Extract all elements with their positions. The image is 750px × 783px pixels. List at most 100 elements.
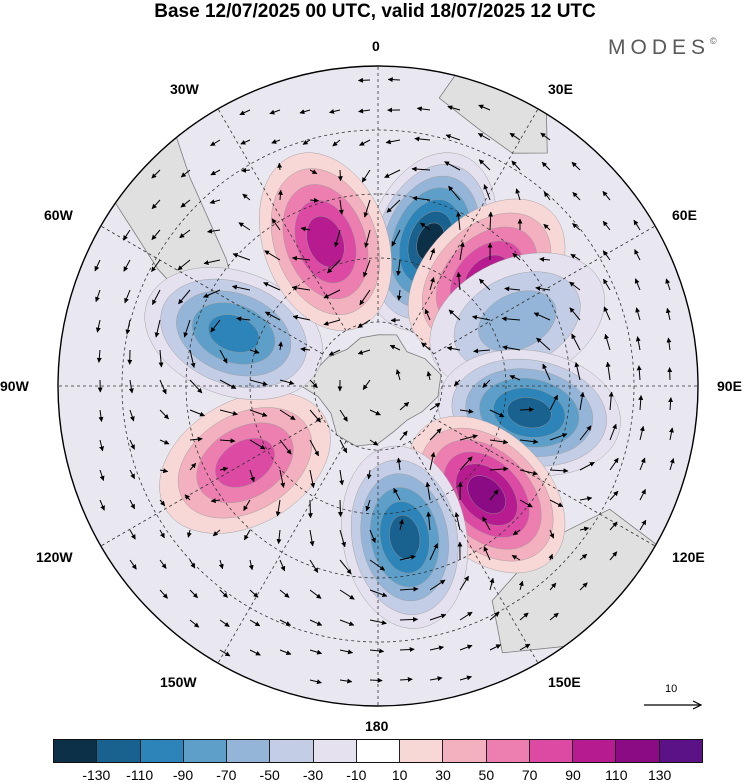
wind-arrow bbox=[203, 289, 221, 298]
wind-arrow bbox=[384, 169, 401, 178]
wind-arrow bbox=[459, 456, 473, 471]
wind-arrow bbox=[456, 271, 462, 291]
colorbar bbox=[53, 739, 703, 763]
wind-arrow bbox=[210, 169, 221, 176]
wind-arrow bbox=[151, 169, 161, 179]
wind-arrow bbox=[511, 554, 521, 561]
wind-arrow bbox=[473, 348, 491, 354]
wind-arrow bbox=[279, 619, 292, 626]
colorbar-swatch bbox=[529, 740, 574, 762]
wind-vectors bbox=[94, 77, 675, 685]
wind-arrow bbox=[240, 139, 251, 145]
wind-arrow bbox=[332, 139, 341, 147]
wind-arrow bbox=[357, 319, 371, 328]
wind-arrow bbox=[154, 319, 161, 338]
wind-arrow bbox=[323, 289, 341, 299]
wind-arrow bbox=[541, 161, 551, 171]
wind-arrow bbox=[159, 468, 169, 474]
wind-arrow bbox=[271, 139, 281, 144]
wind-arrow bbox=[309, 469, 316, 489]
colorbar-swatch bbox=[227, 740, 271, 762]
wind-arrow bbox=[540, 132, 551, 141]
wind-arrow bbox=[369, 589, 388, 598]
wind-arrow bbox=[549, 394, 558, 411]
anomaly-contour bbox=[467, 475, 506, 514]
wind-arrow bbox=[366, 469, 372, 480]
wind-arrow bbox=[396, 259, 402, 277]
wind-arrow bbox=[574, 361, 581, 381]
colorbar-tick-label: -30 bbox=[302, 767, 324, 783]
lon-label-90w: 90W bbox=[0, 378, 29, 394]
wind-arrow bbox=[570, 253, 581, 261]
wind-arrow bbox=[399, 518, 404, 531]
wind-arrow bbox=[429, 676, 443, 682]
wind-arrow bbox=[608, 391, 614, 411]
wind-arrow bbox=[429, 579, 446, 591]
wind-arrow bbox=[633, 219, 641, 231]
map-border bbox=[57, 65, 699, 707]
wind-arrow bbox=[307, 499, 313, 519]
anomaly-field bbox=[144, 152, 621, 629]
wind-arrow bbox=[519, 407, 535, 413]
wind-arrow bbox=[186, 529, 192, 538]
wind-arrow bbox=[639, 457, 646, 471]
wind-arrow bbox=[509, 132, 521, 141]
wind-arrow bbox=[124, 289, 131, 304]
wind-arrow bbox=[459, 408, 474, 414]
colorbar-swatch bbox=[54, 740, 98, 762]
wind-arrow bbox=[364, 229, 371, 248]
wind-arrow bbox=[549, 529, 555, 539]
wind-arrow bbox=[309, 529, 315, 547]
wind-arrow bbox=[219, 379, 237, 389]
wind-arrow bbox=[579, 582, 588, 591]
wind-arrow bbox=[159, 379, 167, 395]
wind-arrow bbox=[414, 136, 431, 142]
wind-arrow bbox=[482, 379, 491, 388]
meridian-line bbox=[433, 225, 656, 355]
colorbar-tick-label: -10 bbox=[346, 767, 367, 783]
wind-arrow bbox=[429, 613, 447, 621]
wind-arrow bbox=[334, 229, 341, 248]
wind-arrow bbox=[387, 77, 401, 83]
wind-arrow bbox=[219, 619, 230, 627]
wind-arrow bbox=[549, 612, 559, 621]
wind-arrow bbox=[299, 109, 311, 115]
colorbar-swatch bbox=[400, 740, 444, 762]
wind-arrow bbox=[602, 250, 611, 261]
wind-arrow bbox=[242, 193, 251, 201]
wind-arrow bbox=[603, 278, 611, 291]
wind-arrow bbox=[489, 644, 502, 651]
wind-arrow bbox=[129, 559, 137, 570]
wind-arrow bbox=[264, 250, 281, 261]
wind-arrow bbox=[309, 619, 323, 626]
wind-arrow bbox=[519, 643, 531, 651]
wind-arrow bbox=[533, 312, 551, 321]
copyright-mark: © bbox=[710, 36, 717, 46]
wind-arrow bbox=[666, 337, 672, 351]
colorbar-swatch bbox=[616, 740, 660, 762]
wind-arrow bbox=[99, 499, 105, 511]
wind-arrow bbox=[602, 190, 611, 201]
wind-arrow bbox=[602, 220, 611, 231]
wind-arrow bbox=[183, 319, 191, 338]
wind-arrow bbox=[429, 276, 435, 291]
colorbar-swatch bbox=[356, 740, 401, 762]
wind-arrow bbox=[277, 162, 283, 171]
colorbar-tick-label: 70 bbox=[521, 767, 538, 783]
wind-arrow bbox=[399, 647, 415, 653]
wind-arrow bbox=[236, 316, 251, 322]
wind-arrow bbox=[337, 499, 343, 518]
wind-arrow bbox=[429, 402, 441, 411]
colorbar-tick-label: -70 bbox=[216, 767, 237, 783]
wind-arrow bbox=[279, 409, 296, 421]
wind-arrow bbox=[509, 375, 521, 381]
wind-arrow bbox=[425, 481, 431, 501]
wind-arrow bbox=[478, 104, 491, 111]
wind-arrow bbox=[369, 529, 376, 544]
wind-arrow bbox=[424, 308, 431, 321]
wind-arrow bbox=[189, 379, 203, 394]
wind-arrow bbox=[426, 371, 432, 381]
wind-arrow bbox=[219, 409, 238, 416]
wind-arrow bbox=[429, 543, 438, 561]
wind-arrow bbox=[396, 457, 402, 471]
